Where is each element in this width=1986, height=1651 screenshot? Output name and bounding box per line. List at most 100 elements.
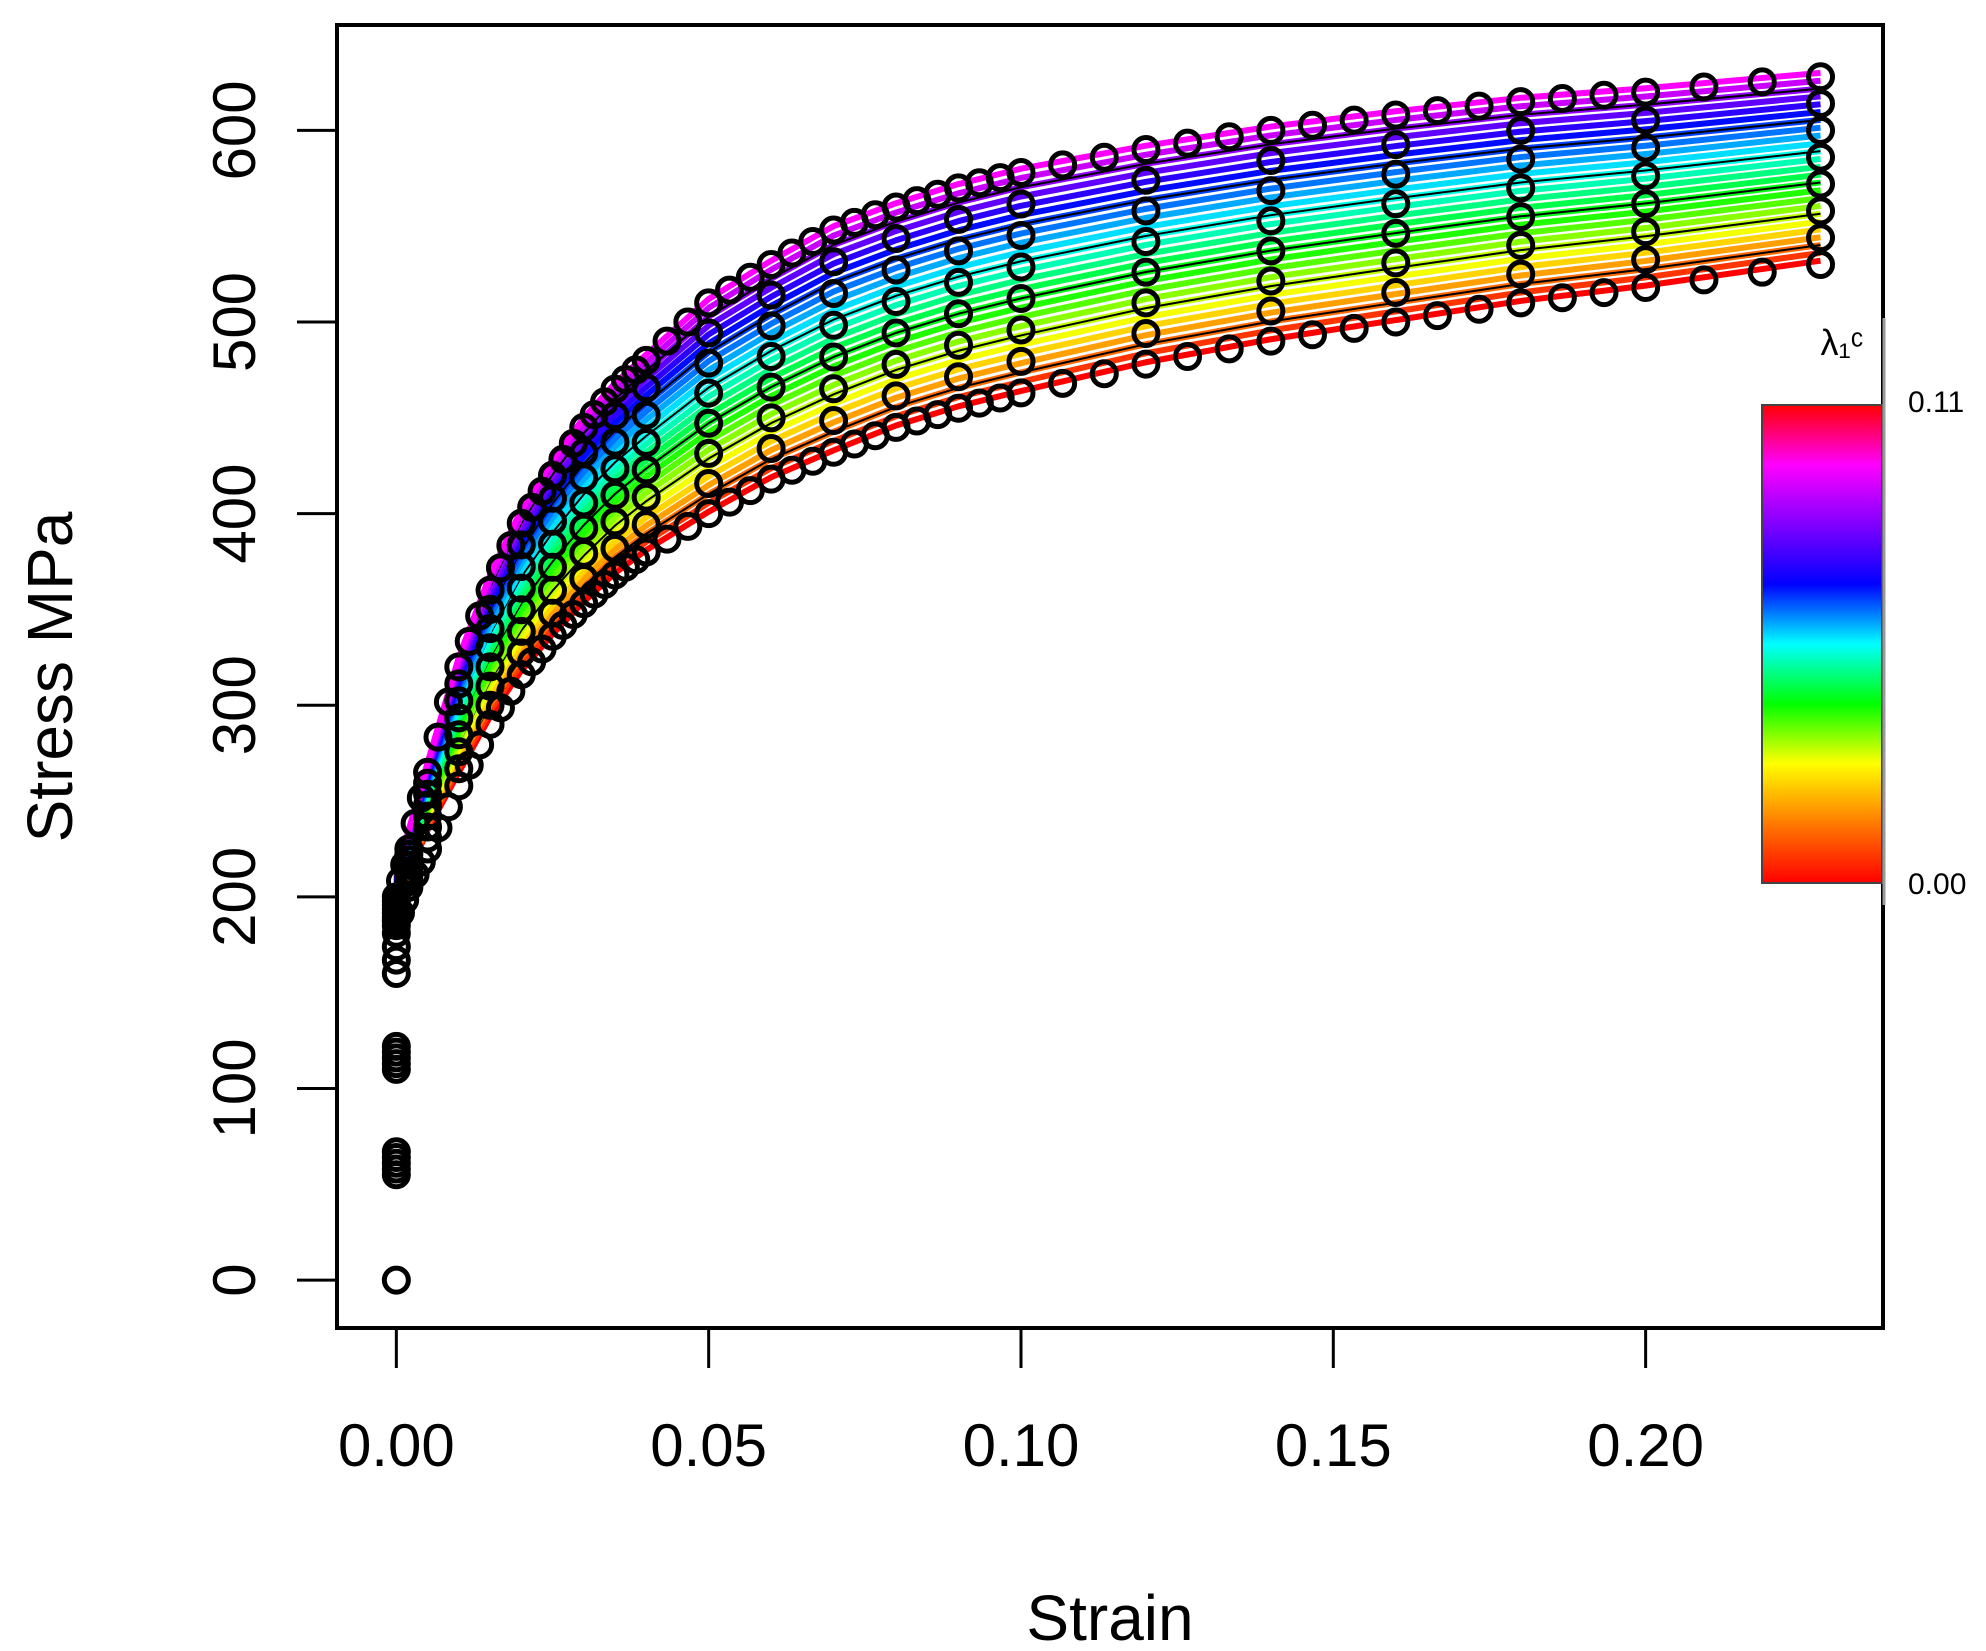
- observed-point: [1339, 313, 1369, 343]
- observed-point: [944, 362, 974, 392]
- y-tick-label: 300: [201, 655, 268, 755]
- observed-point: [798, 227, 828, 257]
- observed-point: [1506, 115, 1536, 145]
- observed-point: [381, 959, 411, 989]
- observed-point: [1381, 130, 1411, 160]
- observed-point: [444, 686, 474, 716]
- observed-point: [1381, 307, 1411, 337]
- observed-point: [1381, 159, 1411, 189]
- observed-point: [1422, 301, 1452, 331]
- observed-point: [454, 626, 484, 656]
- observed-point: [860, 421, 890, 451]
- observed-point: [485, 553, 515, 583]
- observed-point: [1806, 142, 1836, 172]
- observed-point: [1131, 165, 1161, 195]
- observed-point: [756, 372, 786, 402]
- observed-point: [1631, 161, 1661, 191]
- observed-point: [527, 634, 557, 664]
- observed-point: [1422, 96, 1452, 126]
- observed-point: [1256, 176, 1286, 206]
- observed-point: [1631, 105, 1661, 135]
- observed-point: [1173, 341, 1203, 371]
- y-tick-label: 100: [201, 1038, 268, 1138]
- observed-point: [1006, 346, 1036, 376]
- observed-point: [1506, 230, 1536, 260]
- y-tick-label: 600: [201, 80, 268, 180]
- y-axis-title: Stress MPa: [14, 511, 86, 842]
- observed-point: [381, 1137, 411, 1167]
- observed-point: [944, 267, 974, 297]
- x-tick-label: 0.15: [1275, 1412, 1392, 1479]
- observed-point: [1297, 320, 1327, 350]
- observed-point: [673, 511, 703, 541]
- observed-point: [406, 783, 436, 813]
- observed-point: [1631, 77, 1661, 107]
- observed-point: [694, 288, 724, 318]
- observed-point: [860, 200, 890, 230]
- observed-point: [819, 279, 849, 309]
- observed-point: [1464, 91, 1494, 121]
- observed-point: [1631, 217, 1661, 247]
- observed-point: [735, 262, 765, 292]
- observed-point: [496, 676, 526, 706]
- observed-point: [1256, 115, 1286, 145]
- observed-point: [944, 236, 974, 266]
- y-tick-label: 400: [201, 464, 268, 564]
- observed-point: [819, 406, 849, 436]
- observed-point: [631, 482, 661, 512]
- observed-point: [694, 348, 724, 378]
- observed-point: [1806, 89, 1836, 119]
- observed-point: [1506, 173, 1536, 203]
- observed-point: [1006, 221, 1036, 251]
- observed-point: [756, 341, 786, 371]
- observed-point: [1214, 122, 1244, 152]
- observed-point: [1747, 67, 1777, 97]
- observed-point: [631, 510, 661, 540]
- observed-point: [819, 310, 849, 340]
- observed-point: [1806, 115, 1836, 145]
- observed-point: [944, 330, 974, 360]
- observed-point: [1506, 144, 1536, 174]
- observed-point: [1547, 283, 1577, 313]
- observed-point: [406, 847, 436, 877]
- observed-point: [381, 1031, 411, 1061]
- observed-point: [386, 866, 416, 896]
- observed-point: [1256, 296, 1286, 326]
- observed-point: [735, 476, 765, 506]
- observed-point: [1048, 150, 1078, 180]
- observed-point: [1131, 319, 1161, 349]
- observed-point: [600, 454, 630, 484]
- observed-point: [381, 945, 411, 975]
- observed-point: [756, 433, 786, 463]
- x-tick-label: 0.05: [650, 1412, 767, 1479]
- observed-point: [496, 531, 526, 561]
- observed-point: [600, 480, 630, 510]
- observed-point: [985, 163, 1015, 193]
- observed-point: [1131, 227, 1161, 257]
- observed-point: [527, 476, 557, 506]
- observed-point: [1806, 169, 1836, 199]
- observed-point: [1806, 62, 1836, 92]
- observed-point: [558, 428, 588, 458]
- observed-point: [694, 378, 724, 408]
- observed-point: [1631, 273, 1661, 303]
- observed-point: [1747, 257, 1777, 287]
- observed-point: [881, 255, 911, 285]
- observed-point: [433, 792, 463, 822]
- observed-point: [1506, 202, 1536, 232]
- observed-point: [1131, 288, 1161, 318]
- observed-point: [423, 722, 453, 752]
- observed-point: [1547, 83, 1577, 113]
- x-tick-label: 0.00: [338, 1412, 455, 1479]
- observed-point: [923, 179, 953, 209]
- colorbar-title: λ₁ᶜ: [1821, 322, 1864, 363]
- observed-point: [590, 387, 620, 417]
- colorbar-ramp: [1761, 404, 1883, 884]
- observed-point: [985, 383, 1015, 413]
- observed-point: [1464, 294, 1494, 324]
- observed-point: [798, 446, 828, 476]
- observed-point: [819, 374, 849, 404]
- observed-point: [1689, 265, 1719, 295]
- observed-point: [881, 224, 911, 254]
- colorbar: λ₁ᶜ 0.11 0.00: [1761, 318, 1966, 905]
